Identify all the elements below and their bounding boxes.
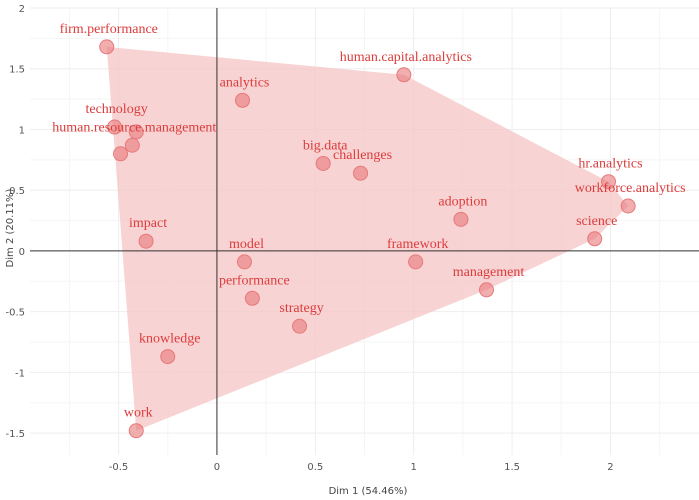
point-label: firm.performance bbox=[60, 22, 158, 37]
x-tick-label: 1.5 bbox=[504, 462, 520, 473]
data-point bbox=[600, 174, 616, 190]
point-label: framework bbox=[387, 237, 448, 252]
data-point bbox=[138, 233, 154, 249]
y-tick-label: 0.5 bbox=[9, 186, 25, 197]
data-point bbox=[160, 349, 176, 365]
data-point bbox=[107, 119, 123, 135]
point-label: management bbox=[453, 265, 525, 280]
point-label: workforce.analytics bbox=[575, 181, 686, 196]
data-point bbox=[453, 211, 469, 227]
data-point bbox=[244, 290, 260, 306]
data-point bbox=[587, 231, 603, 247]
y-tick-label: -0.5 bbox=[5, 308, 25, 319]
point-label: work bbox=[124, 406, 153, 421]
y-tick-label: 0 bbox=[19, 247, 25, 258]
data-point bbox=[124, 137, 140, 153]
zero-axes bbox=[30, 8, 699, 455]
tick-labels: -0.5 0 0.5 1 1.5 2 -1.5 -1 -0.5 0 0.5 1 1.5 2 bbox=[5, 4, 613, 473]
x-axis-title: Dim 1 (54.46%) bbox=[329, 486, 408, 497]
y-tick-label: 2 bbox=[19, 4, 25, 15]
y-tick-label: 1.5 bbox=[9, 65, 25, 76]
data-point bbox=[236, 254, 252, 270]
data-point bbox=[478, 282, 494, 298]
y-tick-label: 1 bbox=[19, 125, 25, 136]
data-point bbox=[128, 423, 144, 439]
data-point bbox=[353, 165, 369, 181]
data-point bbox=[292, 318, 308, 334]
y-tick-label: -1.5 bbox=[5, 429, 25, 440]
data-point bbox=[408, 254, 424, 270]
data-point bbox=[235, 92, 251, 108]
point-label: big.data bbox=[303, 138, 348, 153]
point-label: challenges bbox=[333, 148, 392, 163]
y-tick-label: -1 bbox=[15, 368, 25, 379]
point-label: model bbox=[229, 237, 264, 252]
point-label: impact bbox=[129, 216, 167, 231]
point-label: technology bbox=[85, 102, 147, 117]
data-point bbox=[99, 39, 115, 55]
x-tick-label: 2 bbox=[607, 462, 613, 473]
data-point bbox=[620, 198, 636, 214]
x-tick-label: -0.5 bbox=[109, 462, 129, 473]
y-axis-title: Dim 2 (20.11%) bbox=[5, 188, 16, 267]
point-label: analytics bbox=[220, 75, 270, 90]
point-label: knowledge bbox=[139, 332, 200, 347]
data-point bbox=[113, 146, 129, 162]
data-point bbox=[315, 155, 331, 171]
point-label: hr.analytics bbox=[578, 157, 642, 172]
data-point bbox=[396, 67, 412, 83]
point-label: adoption bbox=[438, 194, 487, 209]
point-labels: firm.performance human.capital.analytics a… bbox=[52, 22, 685, 421]
hull-polygon bbox=[106, 46, 629, 431]
x-tick-label: 0.5 bbox=[307, 462, 323, 473]
hull-polygon-group bbox=[106, 46, 629, 431]
point-label: performance bbox=[219, 273, 290, 288]
point-label: human.resource.management bbox=[52, 120, 216, 135]
point-label: strategy bbox=[279, 301, 323, 316]
point-label: science bbox=[576, 214, 617, 229]
data-points bbox=[99, 39, 636, 439]
x-tick-label: 1 bbox=[411, 462, 417, 473]
x-tick-label: 0 bbox=[214, 462, 220, 473]
point-label: human.capital.analytics bbox=[340, 50, 472, 65]
